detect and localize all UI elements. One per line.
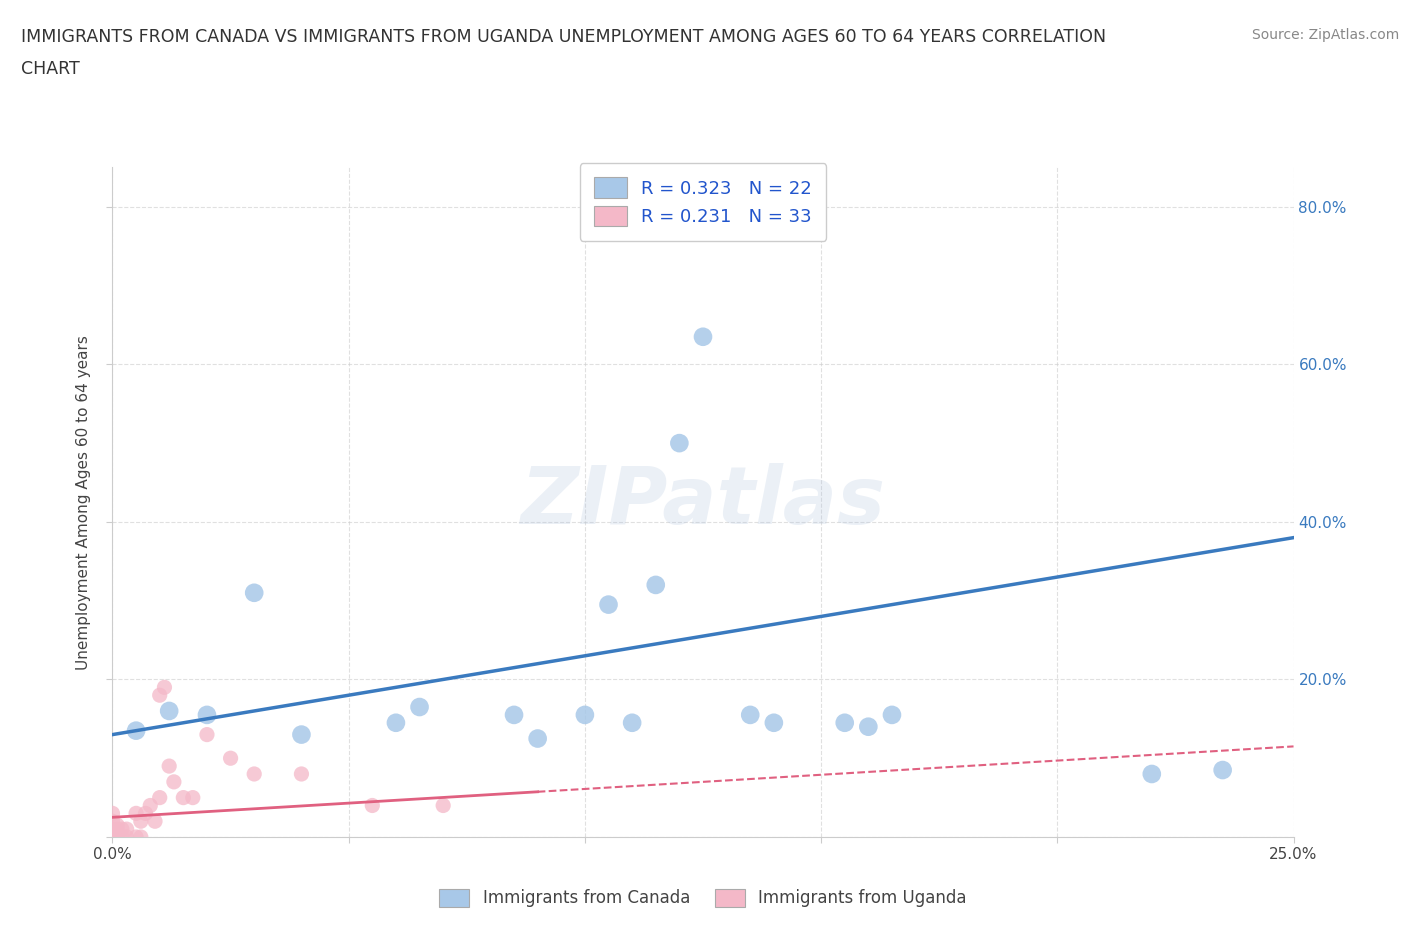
Point bbox=[101, 830, 124, 844]
Text: Source: ZipAtlas.com: Source: ZipAtlas.com bbox=[1251, 28, 1399, 42]
Point bbox=[105, 822, 128, 837]
Point bbox=[880, 708, 903, 723]
Point bbox=[172, 790, 194, 805]
Point bbox=[125, 806, 148, 821]
Point bbox=[668, 435, 690, 450]
Point bbox=[290, 766, 312, 781]
Point bbox=[115, 822, 138, 837]
Point bbox=[526, 731, 548, 746]
Legend: Immigrants from Canada, Immigrants from Uganda: Immigrants from Canada, Immigrants from … bbox=[430, 881, 976, 916]
Point bbox=[129, 814, 152, 829]
Point bbox=[834, 715, 856, 730]
Point bbox=[692, 329, 714, 344]
Point bbox=[503, 708, 526, 723]
Point bbox=[157, 759, 180, 774]
Point bbox=[101, 822, 124, 837]
Point bbox=[385, 715, 408, 730]
Point bbox=[101, 830, 124, 844]
Text: CHART: CHART bbox=[21, 60, 80, 78]
Point bbox=[125, 830, 148, 844]
Point bbox=[163, 775, 186, 790]
Point bbox=[219, 751, 242, 765]
Point bbox=[143, 814, 166, 829]
Point bbox=[157, 703, 180, 718]
Text: IMMIGRANTS FROM CANADA VS IMMIGRANTS FROM UGANDA UNEMPLOYMENT AMONG AGES 60 TO 6: IMMIGRANTS FROM CANADA VS IMMIGRANTS FRO… bbox=[21, 28, 1107, 46]
Point bbox=[740, 708, 762, 723]
Point bbox=[101, 814, 124, 829]
Text: ZIPatlas: ZIPatlas bbox=[520, 463, 886, 541]
Point bbox=[598, 597, 620, 612]
Point bbox=[135, 806, 157, 821]
Point bbox=[1140, 766, 1163, 781]
Point bbox=[153, 680, 176, 695]
Point bbox=[243, 766, 266, 781]
Point bbox=[762, 715, 785, 730]
Point bbox=[290, 727, 312, 742]
Y-axis label: Unemployment Among Ages 60 to 64 years: Unemployment Among Ages 60 to 64 years bbox=[76, 335, 91, 670]
Point bbox=[111, 822, 134, 837]
Point bbox=[858, 719, 880, 734]
Point bbox=[1212, 763, 1234, 777]
Point bbox=[432, 798, 454, 813]
Point bbox=[125, 724, 148, 738]
Point bbox=[195, 708, 218, 723]
Point bbox=[181, 790, 204, 805]
Point bbox=[149, 688, 172, 703]
Point bbox=[408, 699, 430, 714]
Point bbox=[621, 715, 644, 730]
Point bbox=[139, 798, 162, 813]
Point bbox=[644, 578, 666, 592]
Point bbox=[101, 806, 124, 821]
Point bbox=[129, 830, 152, 844]
Point bbox=[574, 708, 596, 723]
Point bbox=[101, 830, 124, 844]
Point bbox=[243, 585, 266, 600]
Point bbox=[105, 817, 128, 832]
Point bbox=[111, 830, 134, 844]
Point bbox=[195, 727, 218, 742]
Point bbox=[115, 830, 138, 844]
Point bbox=[149, 790, 172, 805]
Point bbox=[105, 830, 128, 844]
Point bbox=[361, 798, 384, 813]
